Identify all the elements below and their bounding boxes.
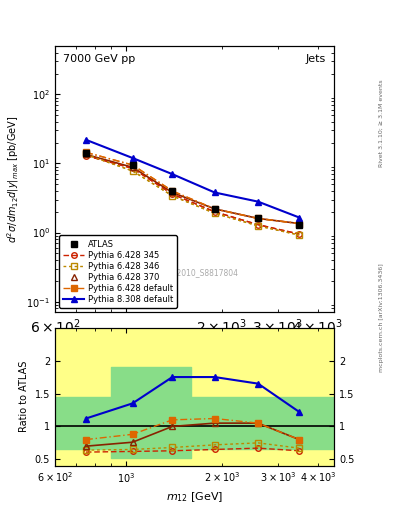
- Pythia 8.308 default: [84, 137, 88, 143]
- Line: Pythia 6.428 default: Pythia 6.428 default: [83, 150, 302, 226]
- Pythia 6.428 345: [130, 165, 135, 172]
- Pythia 6.428 default: [212, 206, 217, 212]
- Text: ATLAS_2010_S8817804: ATLAS_2010_S8817804: [150, 268, 239, 277]
- ATLAS: [130, 162, 135, 168]
- Pythia 6.428 370: [84, 152, 88, 158]
- Pythia 6.428 346: [170, 193, 175, 199]
- Pythia 8.308 default: [170, 171, 175, 177]
- Pythia 6.428 345: [297, 231, 301, 237]
- ATLAS: [212, 206, 217, 212]
- Line: Pythia 8.308 default: Pythia 8.308 default: [83, 136, 303, 221]
- Pythia 6.428 default: [297, 221, 301, 227]
- X-axis label: $m_{12}$ [GeV]: $m_{12}$ [GeV]: [166, 490, 223, 504]
- ATLAS: [170, 188, 175, 194]
- ATLAS: [256, 216, 261, 222]
- ATLAS: [297, 222, 301, 228]
- ATLAS: [84, 151, 88, 157]
- Pythia 8.308 default: [256, 199, 261, 205]
- Pythia 8.308 default: [212, 189, 217, 196]
- Pythia 8.308 default: [297, 215, 301, 221]
- Y-axis label: $d^2\sigma/dm_{12}d|y|_{max}$ [pb/GeV]: $d^2\sigma/dm_{12}d|y|_{max}$ [pb/GeV]: [5, 116, 21, 243]
- Line: Pythia 6.428 346: Pythia 6.428 346: [83, 152, 302, 238]
- Pythia 6.428 345: [212, 209, 217, 215]
- Legend: ATLAS, Pythia 6.428 345, Pythia 6.428 346, Pythia 6.428 370, Pythia 6.428 defaul: ATLAS, Pythia 6.428 345, Pythia 6.428 34…: [59, 236, 177, 308]
- Line: Pythia 6.428 345: Pythia 6.428 345: [83, 153, 302, 237]
- Pythia 6.428 346: [84, 152, 88, 158]
- Pythia 6.428 default: [84, 149, 88, 155]
- Text: mcplots.cern.ch [arXiv:1306.3436]: mcplots.cern.ch [arXiv:1306.3436]: [379, 263, 384, 372]
- Text: 7000 GeV pp: 7000 GeV pp: [63, 54, 136, 64]
- Pythia 6.428 370: [170, 189, 175, 196]
- Pythia 8.308 default: [130, 155, 135, 161]
- Pythia 6.428 370: [297, 221, 301, 227]
- Pythia 6.428 default: [170, 188, 175, 194]
- Pythia 6.428 346: [297, 232, 301, 238]
- Pythia 6.428 346: [212, 210, 217, 217]
- Pythia 6.428 345: [170, 191, 175, 197]
- Text: Rivet 3.1.10; ≥ 3.1M events: Rivet 3.1.10; ≥ 3.1M events: [379, 79, 384, 167]
- Line: Pythia 6.428 370: Pythia 6.428 370: [83, 152, 302, 226]
- Pythia 6.428 345: [84, 153, 88, 159]
- Text: Jets: Jets: [305, 54, 326, 64]
- Pythia 6.428 370: [256, 216, 261, 222]
- Line: ATLAS: ATLAS: [83, 150, 302, 228]
- Pythia 6.428 370: [212, 206, 217, 212]
- Pythia 6.428 345: [256, 222, 261, 228]
- Y-axis label: Ratio to ATLAS: Ratio to ATLAS: [19, 361, 29, 433]
- Pythia 6.428 346: [256, 223, 261, 229]
- Pythia 6.428 default: [130, 162, 135, 168]
- Pythia 6.428 346: [130, 168, 135, 174]
- Pythia 6.428 default: [256, 216, 261, 222]
- Pythia 6.428 370: [130, 164, 135, 170]
